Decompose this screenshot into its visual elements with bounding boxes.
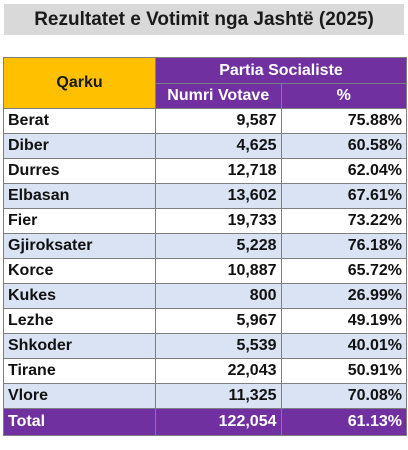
cell-qarku: Diber [3,133,156,159]
cell-votes: 12,718 [155,158,282,184]
table-row: Kukes 800 26.99% [3,283,407,309]
cell-qarku: Vlore [3,383,156,409]
cell-percent: 76.18% [280,233,407,259]
table-row: Shkoder 5,539 40.01% [3,333,407,359]
cell-percent: 73.22% [280,208,407,234]
table-row: Durres 12,718 62.04% [3,158,407,184]
results-table: Qarku Partia Socialiste Numri Votave % B… [3,57,407,436]
table-row: Diber 4,625 60.58% [3,133,407,159]
cell-qarku: Berat [3,108,156,134]
page-title: Rezultatet e Votimit nga Jashtë (2025) [34,8,374,30]
cell-qarku: Shkoder [3,333,156,359]
cell-votes: 10,887 [155,258,282,284]
cell-qarku: Durres [3,158,156,184]
header-votes: Numri Votave [155,83,282,109]
header-qarku: Qarku [3,57,156,109]
table-row: Gjiroksater 5,228 76.18% [3,233,407,259]
cell-percent: 67.61% [280,183,407,209]
cell-votes: 19,733 [155,208,282,234]
cell-votes: 800 [155,283,282,309]
cell-votes: 5,228 [155,233,282,259]
cell-percent: 60.58% [280,133,407,159]
cell-votes: 11,325 [155,383,282,409]
cell-percent: 50.91% [280,358,407,384]
total-percent: 61.13% [280,408,407,436]
table-row: Fier 19,733 73.22% [3,208,407,234]
table-row: Elbasan 13,602 67.61% [3,183,407,209]
cell-votes: 22,043 [155,358,282,384]
cell-percent: 70.08% [280,383,407,409]
header-party: Partia Socialiste [155,57,407,84]
cell-percent: 62.04% [280,158,407,184]
cell-votes: 9,587 [155,108,282,134]
table-row: Korce 10,887 65.72% [3,258,407,284]
title-bar: Rezultatet e Votimit nga Jashtë (2025) [4,4,404,35]
cell-qarku: Fier [3,208,156,234]
cell-percent: 26.99% [280,283,407,309]
table-row: Tirane 22,043 50.91% [3,358,407,384]
cell-qarku: Lezhe [3,308,156,334]
cell-qarku: Gjiroksater [3,233,156,259]
cell-percent: 49.19% [280,308,407,334]
table-row: Berat 9,587 75.88% [3,108,407,134]
total-votes: 122,054 [155,408,282,436]
cell-votes: 13,602 [155,183,282,209]
cell-qarku: Elbasan [3,183,156,209]
cell-qarku: Kukes [3,283,156,309]
cell-votes: 5,539 [155,333,282,359]
total-row: Total 122,054 61.13% [3,408,407,436]
total-label: Total [3,408,156,436]
cell-qarku: Tirane [3,358,156,384]
table-row: Vlore 11,325 70.08% [3,383,407,409]
table-row: Lezhe 5,967 49.19% [3,308,407,334]
table-body: Berat 9,587 75.88% Diber 4,625 60.58% Du… [3,108,407,436]
cell-votes: 4,625 [155,133,282,159]
header-percent: % [280,83,407,109]
cell-percent: 75.88% [280,108,407,134]
cell-percent: 65.72% [280,258,407,284]
cell-percent: 40.01% [280,333,407,359]
cell-votes: 5,967 [155,308,282,334]
cell-qarku: Korce [3,258,156,284]
